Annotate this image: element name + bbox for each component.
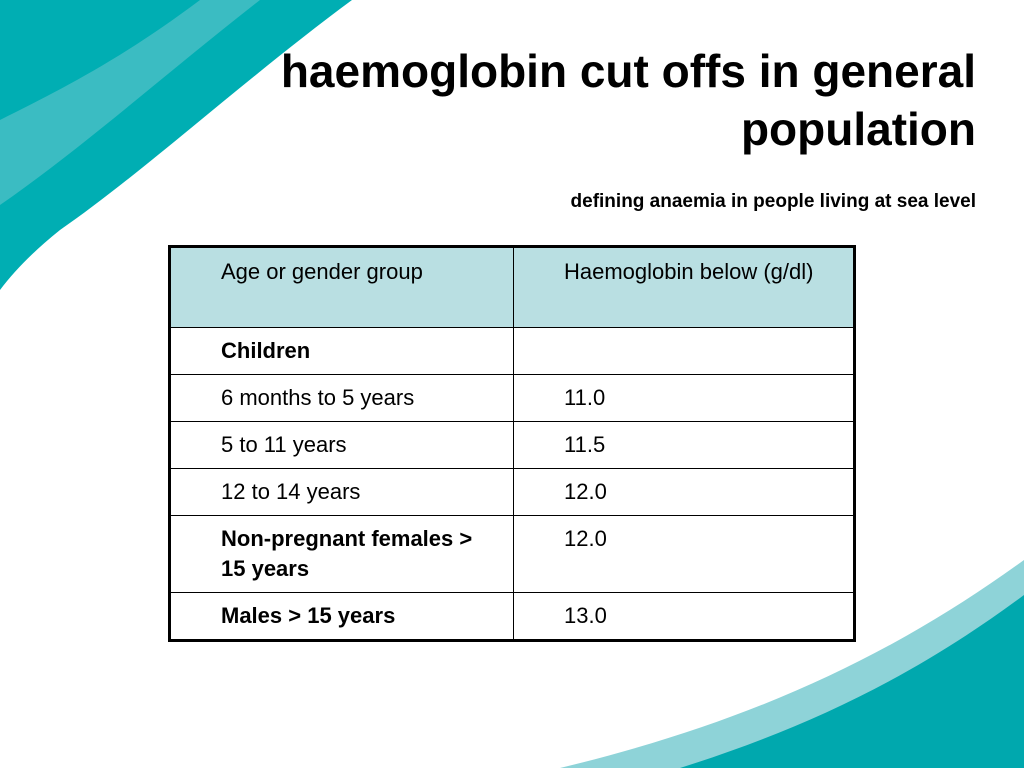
table-row: Non-pregnant females > 15 years 12.0 [169, 515, 855, 593]
slide-title: haemoglobin cut offs in general populati… [280, 45, 976, 155]
haemoglobin-cutoff-table: Age or gender group Haemoglobin below (g… [168, 245, 856, 642]
slide-subtitle: defining anaemia in people living at sea… [570, 191, 976, 212]
table-row: Children [169, 327, 855, 375]
row-value: 13.0 [513, 592, 855, 641]
row-group: Non-pregnant females > 15 years [169, 515, 514, 593]
table-row: 5 to 11 years 11.5 [169, 421, 855, 469]
row-value [513, 327, 855, 375]
top-left-light-swoosh [0, 0, 260, 205]
row-group: 5 to 11 years [169, 421, 514, 469]
table-row: 12 to 14 years 12.0 [169, 468, 855, 516]
table-header-row: Age or gender group Haemoglobin below (g… [169, 246, 855, 328]
top-left-teal-swoosh [0, 0, 352, 290]
table-row: Males > 15 years 13.0 [169, 592, 855, 641]
row-value: 11.5 [513, 421, 855, 469]
header-age-group: Age or gender group [169, 246, 514, 328]
table-row: 6 months to 5 years 11.0 [169, 374, 855, 422]
row-value: 12.0 [513, 515, 855, 593]
row-value: 12.0 [513, 468, 855, 516]
row-group: 6 months to 5 years [169, 374, 514, 422]
header-haemoglobin: Haemoglobin below (g/dl) [513, 246, 855, 328]
row-group: Males > 15 years [169, 592, 514, 641]
row-group: 12 to 14 years [169, 468, 514, 516]
row-group: Children [169, 327, 514, 375]
row-value: 11.0 [513, 374, 855, 422]
bottom-right-teal-swoosh [680, 595, 1024, 768]
